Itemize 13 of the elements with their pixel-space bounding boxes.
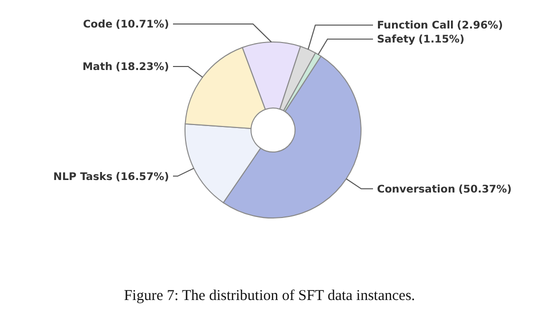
data-label: (1.15%) [418, 34, 464, 46]
data-label: (16.57%) [116, 170, 169, 183]
caption: Figure 7: The distribution of SFT data instances. [124, 288, 416, 304]
slice-label: Safety [377, 34, 416, 46]
data-label: (50.37%) [458, 183, 512, 196]
slice-label: Function Call [377, 20, 454, 32]
slice-label: Math [82, 61, 113, 74]
data-label: (10.71%) [116, 18, 169, 31]
slice-label: NLP Tasks [53, 170, 113, 183]
slice-label: Code [82, 18, 113, 31]
data-label: (18.23%) [116, 61, 169, 74]
slice-label: Conversation [377, 183, 456, 196]
data-label: (2.96%) [456, 20, 503, 32]
